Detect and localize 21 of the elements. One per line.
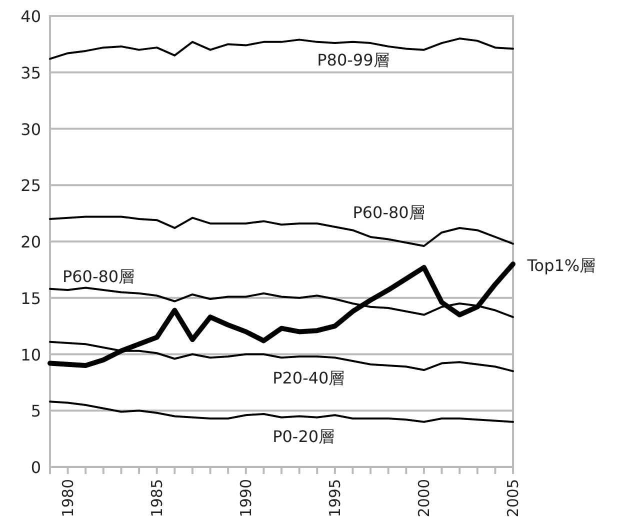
- x-tick-label: 1980: [58, 479, 77, 517]
- series-label: P60-80層: [62, 267, 135, 286]
- y-tick-label: 10: [20, 345, 41, 364]
- y-tick-label: 15: [20, 288, 41, 308]
- x-tick-label: 1990: [236, 479, 255, 517]
- y-tick-label: 20: [20, 232, 41, 252]
- y-tick-label: 25: [20, 176, 41, 196]
- y-tick-label: 0: [30, 458, 41, 477]
- series-label: P0-20層: [272, 427, 335, 446]
- y-tick-label: 40: [20, 7, 41, 26]
- series-label: P20-40層: [272, 368, 345, 388]
- y-tick-label: 30: [20, 120, 41, 139]
- series-label: Top1%層: [526, 256, 596, 275]
- x-tick-label: 2005: [504, 479, 522, 517]
- x-tick-label: 2000: [414, 479, 433, 517]
- x-tick-label: 1985: [148, 479, 166, 517]
- x-tick-label: 1995: [326, 479, 344, 517]
- y-tick-label: 5: [30, 402, 41, 421]
- y-tick-label: 35: [20, 63, 41, 82]
- series-label: P60-80層: [352, 202, 425, 222]
- series-label: P80-99層: [317, 50, 390, 70]
